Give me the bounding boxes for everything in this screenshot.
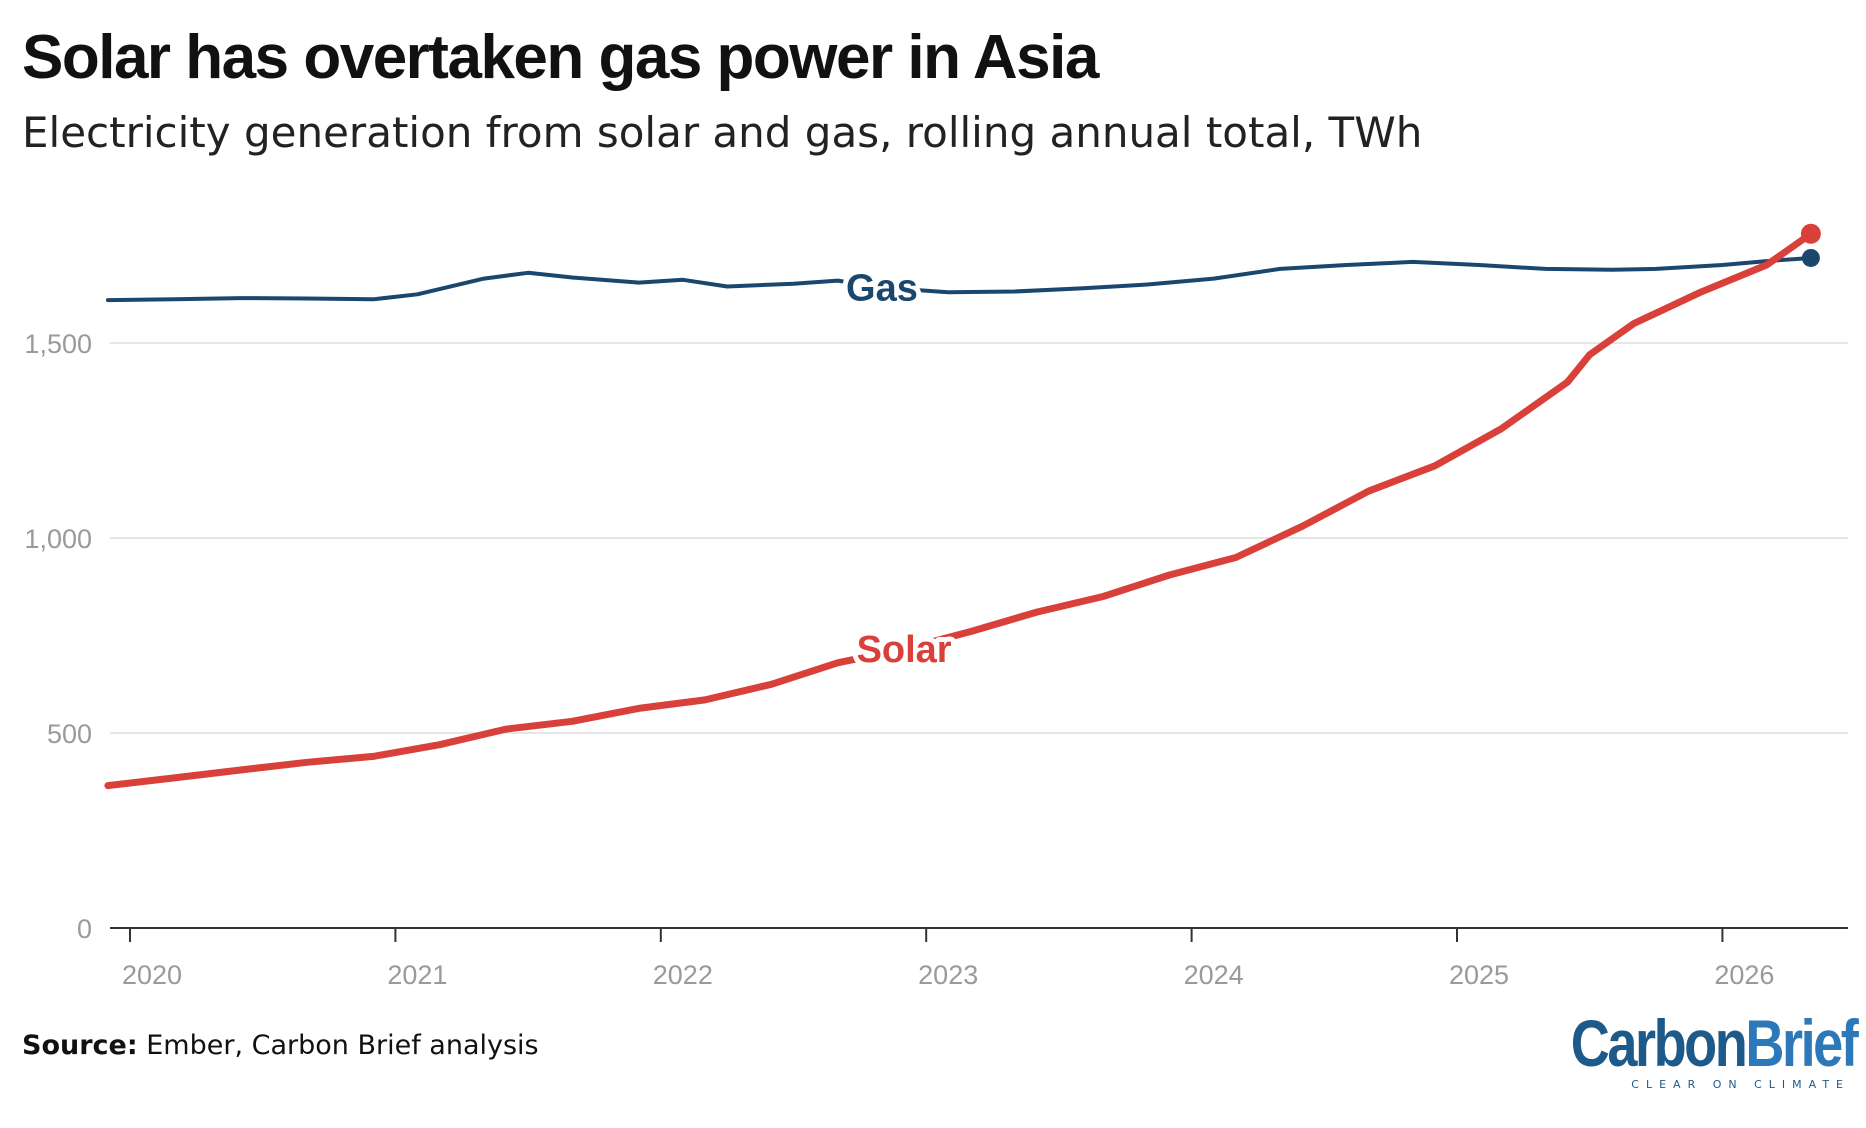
chart-title: Solar has overtaken gas power in Asia <box>22 23 1099 92</box>
y-tick-label: 1,000 <box>24 524 92 554</box>
gas-series-line <box>105 256 1813 303</box>
x-tick-label: 2020 <box>122 960 182 990</box>
logo-word-brief: Brief <box>1744 1006 1858 1080</box>
x-tick-label: 2026 <box>1714 960 1774 990</box>
gas-series-label: Gas <box>846 268 918 310</box>
source-text: Ember, Carbon Brief analysis <box>137 1030 539 1061</box>
source-note: Source: Ember, Carbon Brief analysis <box>22 1030 539 1061</box>
chart-subtitle: Electricity generation from solar and ga… <box>22 108 1423 157</box>
logo-tagline: CLEAR ON CLIMATE <box>1631 1078 1850 1091</box>
x-tick-label: 2021 <box>387 960 447 990</box>
x-tick-label: 2025 <box>1449 960 1509 990</box>
y-tick-label: 0 <box>77 914 92 944</box>
solar-end-point <box>1800 223 1821 244</box>
logo-wordmark: CarbonBrief <box>1570 1010 1858 1076</box>
solar-series-label: Solar <box>857 629 952 671</box>
y-tick-label: 1,500 <box>24 329 92 359</box>
solar-series-line <box>104 230 1815 790</box>
logo-word-carbon: Carbon <box>1570 1006 1747 1080</box>
x-tick-label: 2022 <box>653 960 713 990</box>
gas-end-point <box>1801 248 1820 267</box>
carbon-brief-logo: CarbonBrief CLEAR ON CLIMATE <box>1508 1010 1858 1091</box>
x-tick-label: 2024 <box>1184 960 1244 990</box>
y-tick-label: 500 <box>47 719 92 749</box>
x-tick-label: 2023 <box>918 960 978 990</box>
source-label: Source: <box>22 1030 138 1061</box>
